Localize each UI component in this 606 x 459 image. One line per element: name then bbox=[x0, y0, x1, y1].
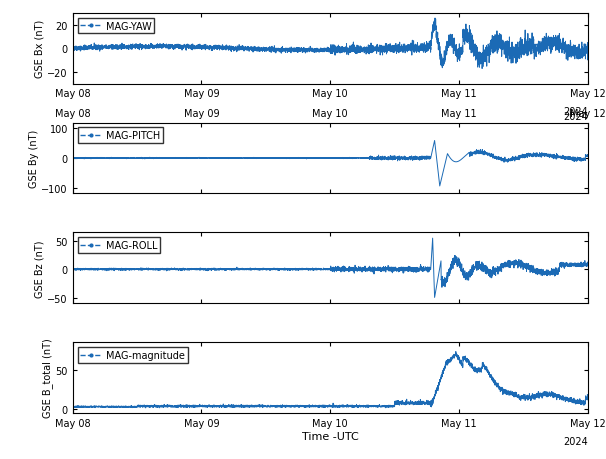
Y-axis label: GSE B_total (nT): GSE B_total (nT) bbox=[42, 338, 53, 418]
Legend: MAG-magnitude: MAG-magnitude bbox=[78, 347, 188, 363]
Text: 2024: 2024 bbox=[563, 436, 588, 446]
X-axis label: Time -UTC: Time -UTC bbox=[302, 431, 359, 441]
Text: 2024: 2024 bbox=[563, 107, 588, 117]
Legend: MAG-ROLL: MAG-ROLL bbox=[78, 238, 160, 253]
Y-axis label: GSE Bx (nT): GSE Bx (nT) bbox=[35, 20, 45, 78]
Y-axis label: GSE Bz (nT): GSE Bz (nT) bbox=[35, 240, 45, 297]
Legend: MAG-YAW: MAG-YAW bbox=[78, 19, 155, 34]
Y-axis label: GSE By (nT): GSE By (nT) bbox=[28, 129, 39, 188]
Legend: MAG-PITCH: MAG-PITCH bbox=[78, 128, 163, 144]
Text: 2024: 2024 bbox=[563, 112, 588, 122]
